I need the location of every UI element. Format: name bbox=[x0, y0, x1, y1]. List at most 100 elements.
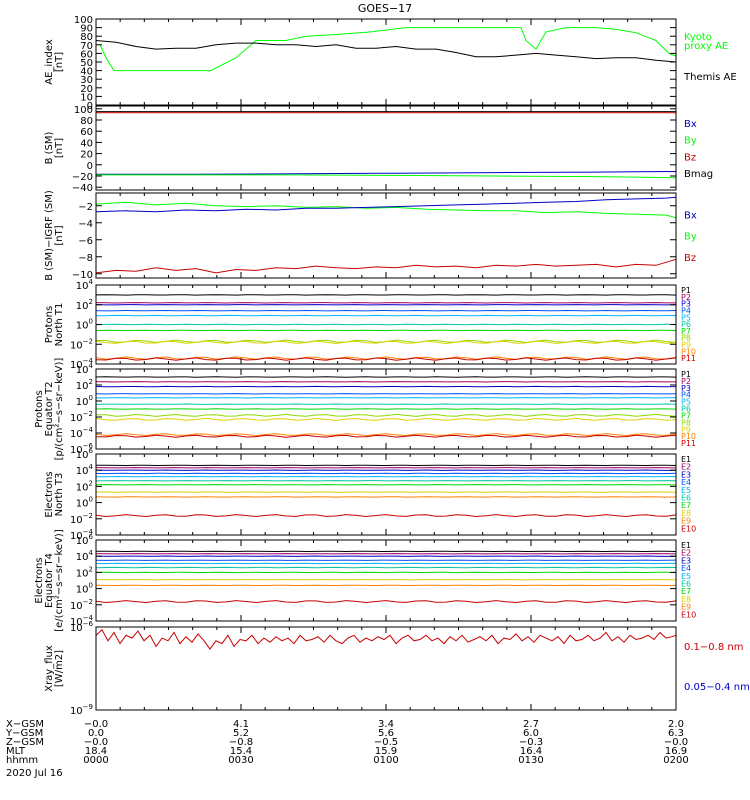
y-tick-label-p_eq-4: 102 bbox=[76, 378, 93, 392]
x-axis-value-3-0: 18.4 bbox=[85, 746, 107, 757]
x-axis-value-0-0: −0.0 bbox=[84, 719, 108, 730]
channel-label-e_north-E7: E7 bbox=[681, 501, 691, 510]
x-axis-value-1-4: 6.3 bbox=[668, 728, 684, 739]
y-axis-label-bsm-0: B (SM) bbox=[44, 131, 55, 164]
channel-label-e_eq-E10: E10 bbox=[681, 610, 696, 619]
channel-label-e_north-E9: E9 bbox=[681, 517, 691, 526]
legend-xray-1: 0.05−0.4 nm bbox=[684, 682, 750, 693]
channel-line-e_eq-E10 bbox=[95, 600, 677, 604]
series-line-bsm-3 bbox=[96, 174, 677, 179]
channel-label-e_north-E8: E8 bbox=[681, 509, 691, 518]
x-axis-value-4-4: 0200 bbox=[663, 755, 688, 766]
x-axis-value-1-3: 6.0 bbox=[523, 728, 539, 739]
channel-label-e_eq-E8: E8 bbox=[681, 595, 691, 604]
y-tick-label-bsm-5: 60 bbox=[80, 127, 93, 138]
channel-label-p_north-P7: P7 bbox=[681, 327, 691, 336]
y-tick-label-e_eq-4: 104 bbox=[76, 549, 94, 563]
channel-label-e_eq-E5: E5 bbox=[681, 572, 691, 581]
y-tick-label-e_eq-2: 100 bbox=[76, 582, 93, 596]
channel-label-p_eq-P6: P6 bbox=[681, 405, 691, 414]
channel-line-p_north-P9 bbox=[95, 340, 677, 345]
figure-title: GOES−17 bbox=[358, 2, 412, 15]
legend-ae-2: Themis AE bbox=[683, 72, 737, 83]
channel-label-e_eq-E6: E6 bbox=[681, 580, 691, 589]
y-tick-label-e_eq-0: 10−4 bbox=[70, 614, 94, 628]
x-axis-value-1-2: 5.6 bbox=[378, 728, 394, 739]
y-tick-label-e_north-3: 102 bbox=[76, 479, 93, 493]
y-axis-label-e_eq-2: [e/(cm²−s−sr−keV)] bbox=[54, 529, 65, 632]
channel-label-e_north-E4: E4 bbox=[681, 478, 691, 487]
y-tick-label-bsmigrf-0: −10 bbox=[72, 270, 93, 281]
legend-bsm-2: Bz bbox=[684, 152, 696, 163]
y-tick-label-bsmigrf-2: −6 bbox=[78, 236, 93, 247]
y-axis-label-p_eq-2: [p/(cm²−s−sr−keV)] bbox=[54, 358, 65, 461]
panel-p_eq: 10−6 10−4 10−2 100 102 104 Protons Equator T2 [p… bbox=[34, 358, 696, 461]
channel-label-p_north-P2: P2 bbox=[681, 293, 691, 302]
y-tick-label-p_north-1: 10−2 bbox=[70, 337, 93, 351]
channel-label-e_north-E5: E5 bbox=[681, 486, 691, 495]
channel-label-p_north-P6: P6 bbox=[681, 320, 691, 329]
y-axis-label-e_eq-0: Electrons bbox=[34, 557, 45, 603]
y-tick-label-bsm-7: 100 bbox=[74, 105, 93, 116]
channel-line-e_north-E10 bbox=[95, 514, 677, 518]
x-axis-value-1-1: 5.2 bbox=[233, 728, 249, 739]
series-line-bsm-2 bbox=[96, 171, 677, 175]
y-tick-label-e_eq-5: 106 bbox=[76, 533, 94, 547]
channel-label-e_eq-E3: E3 bbox=[681, 556, 691, 565]
channel-label-p_north-P3: P3 bbox=[681, 300, 691, 309]
channel-label-p_north-P5: P5 bbox=[681, 313, 691, 322]
series-line-bsmigrf-1 bbox=[95, 196, 677, 213]
panel-bsmigrf: −10 −8 −6 −4 −2 B (SM)−IGRF (SM) [nT] Bx By Bz bbox=[44, 190, 697, 281]
y-tick-label-e_north-2: 100 bbox=[76, 496, 93, 510]
legend-bsm-3: Bmag bbox=[684, 169, 713, 180]
y-tick-label-p_eq-3: 100 bbox=[76, 394, 93, 408]
channel-line-p_eq-P8 bbox=[96, 413, 677, 417]
y-tick-label-ae-4: 40 bbox=[80, 67, 93, 78]
series-line-ae-1 bbox=[95, 40, 677, 63]
x-axis-value-4-2: 0100 bbox=[373, 755, 398, 766]
x-axis-value-1-0: 0.0 bbox=[88, 728, 104, 739]
x-axis-date: 2020 Jul 16 bbox=[6, 768, 63, 779]
channel-label-p_eq-P1: P1 bbox=[681, 370, 691, 379]
channel-label-e_north-E6: E6 bbox=[681, 494, 691, 503]
series-line-bsmigrf-0 bbox=[95, 201, 677, 219]
y-tick-label-ae-0: 0 bbox=[87, 101, 93, 112]
y-tick-label-ae-7: 70 bbox=[80, 41, 93, 52]
channel-line-p_eq-P10 bbox=[95, 433, 677, 437]
x-axis-value-2-3: −0.3 bbox=[519, 737, 543, 748]
channel-label-p_eq-P4: P4 bbox=[681, 391, 691, 400]
x-axis-value-4-0: 0000 bbox=[83, 755, 108, 766]
x-axis-row-label-4: hhmm bbox=[6, 755, 38, 766]
x-axis-row-label-2: Z−GSM bbox=[6, 737, 44, 748]
y-axis-label-bsm-1: [nT] bbox=[54, 138, 65, 158]
y-axis-label-e_north-0: Electrons bbox=[44, 471, 55, 517]
y-tick-label-bsm-3: 20 bbox=[80, 150, 93, 161]
channel-label-e_eq-E7: E7 bbox=[681, 587, 691, 596]
channel-line-p_eq-P11 bbox=[95, 434, 677, 438]
legend-ae-0: Kyoto bbox=[684, 32, 712, 43]
y-axis-label-e_north-1: North T3 bbox=[54, 473, 65, 517]
channel-label-p_north-P9: P9 bbox=[681, 341, 691, 350]
y-tick-label-p_north-4: 104 bbox=[76, 278, 94, 292]
channel-label-e_eq-E2: E2 bbox=[681, 549, 691, 558]
y-tick-label-p_north-0: 10−4 bbox=[70, 357, 94, 371]
x-axis-row-label-0: X−GSM bbox=[6, 719, 44, 730]
panel-e_eq: 10−4 10−2 100 102 104 106 Electrons Equator T4[… bbox=[34, 529, 696, 632]
y-tick-label-xray-0: 10−9 bbox=[70, 703, 93, 717]
y-axis-label-bsmigrf-1: [nT] bbox=[54, 225, 65, 245]
y-tick-label-xray-1: 10−6 bbox=[70, 620, 94, 634]
y-tick-label-bsmigrf-3: −4 bbox=[78, 219, 93, 230]
y-tick-label-p_eq-0: 10−6 bbox=[70, 442, 94, 456]
channel-line-p_eq-P9 bbox=[95, 417, 677, 421]
panel-p_north: 10−4 10−2 100 102 104 Protons North T1 P1P2P3P4… bbox=[44, 278, 696, 371]
y-axis-label-e_eq-1: Equator T4 bbox=[44, 553, 55, 608]
y-axis-label-p_north-0: Protons bbox=[44, 306, 55, 343]
y-tick-label-ae-8: 80 bbox=[80, 32, 93, 43]
y-axis-label-ae-1: [nT] bbox=[54, 52, 65, 72]
x-axis-row-label-1: Y−GSM bbox=[5, 728, 43, 739]
x-axis-table: X−GSM −0.0 4.1 3.4 2.7 2.0 Y−GSM 0.0 5.2 5.6 6.0 6.… bbox=[5, 719, 689, 779]
y-axis-label-bsmigrf-0: B (SM)−IGRF (SM) bbox=[44, 190, 55, 281]
y-tick-label-p_north-2: 100 bbox=[76, 318, 93, 332]
y-tick-label-ae-6: 60 bbox=[80, 49, 93, 60]
